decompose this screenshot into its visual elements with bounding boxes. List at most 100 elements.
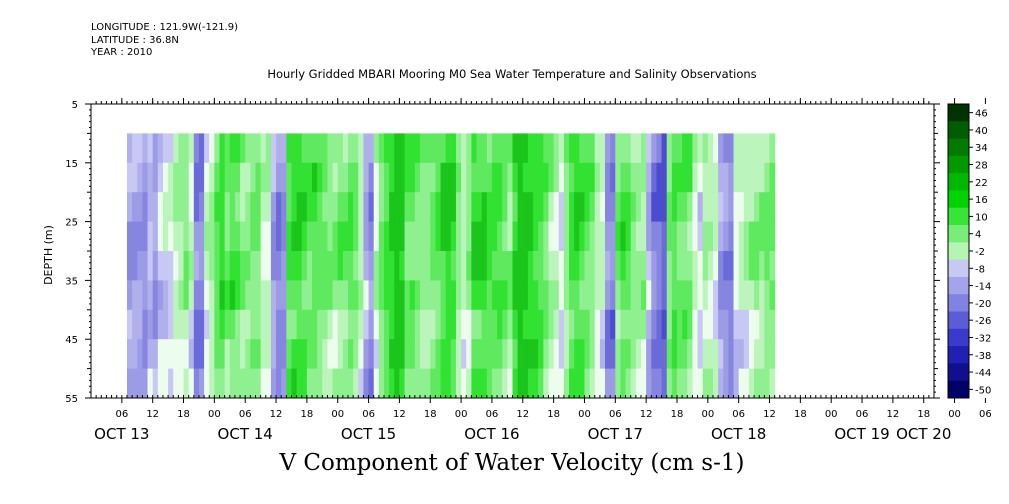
heatmap-cell xyxy=(425,133,431,164)
heatmap-cell xyxy=(522,309,529,340)
heatmap-cell xyxy=(219,368,226,398)
heatmap-cell xyxy=(425,368,431,398)
heatmap-cell xyxy=(250,133,257,164)
heatmap-cell xyxy=(538,133,544,164)
heatmap-cell xyxy=(209,339,215,370)
heatmap-cell xyxy=(533,221,539,252)
heatmap-cell xyxy=(450,251,457,281)
heatmap-cell xyxy=(651,133,658,164)
heatmap-cell xyxy=(635,280,642,311)
heatmap-cell xyxy=(589,251,596,281)
heatmap-cell xyxy=(348,221,354,252)
heatmap-cell xyxy=(445,162,452,193)
heatmap-cell xyxy=(250,221,257,252)
heatmap-cell xyxy=(414,192,421,223)
heatmap-cell xyxy=(193,309,200,340)
x-date-label: OCT 13 xyxy=(94,425,149,443)
heatmap-cell xyxy=(317,251,323,281)
heatmap-cell xyxy=(270,309,277,340)
heatmap-cell xyxy=(748,368,755,398)
heatmap-cell xyxy=(162,339,169,370)
heatmap-cell xyxy=(399,309,406,340)
heatmap-cell xyxy=(718,339,724,370)
heatmap-cell xyxy=(718,133,724,164)
heatmap-cell xyxy=(198,192,205,223)
heatmap-cell xyxy=(445,309,452,340)
heatmap-cell xyxy=(481,368,488,398)
heatmap-cell xyxy=(260,133,267,164)
heatmap-cell xyxy=(255,192,262,223)
heatmap-cell xyxy=(373,162,380,193)
heatmap-cell xyxy=(291,280,298,311)
heatmap-cell xyxy=(533,192,539,223)
heatmap-cell xyxy=(219,280,226,311)
heatmap-cell xyxy=(327,192,334,223)
heatmap-cell xyxy=(229,280,236,311)
heatmap-cell xyxy=(697,309,704,340)
heatmap-cell xyxy=(332,133,339,164)
heatmap-cell xyxy=(188,192,195,223)
heatmap-cell xyxy=(671,280,678,311)
heatmap-cell xyxy=(471,251,478,281)
heatmap-cell xyxy=(656,251,663,281)
colorbar-swatch xyxy=(948,173,969,191)
heatmap-cell xyxy=(389,133,395,164)
heatmap-cell xyxy=(522,192,529,223)
heatmap-cell xyxy=(697,221,704,252)
heatmap-cell xyxy=(635,133,642,164)
heatmap-cell xyxy=(363,162,370,193)
heatmap-cell xyxy=(188,280,195,311)
heatmap-cell xyxy=(419,133,426,164)
heatmap-cell xyxy=(435,133,442,164)
heatmap-cell xyxy=(445,251,452,281)
heatmap-cell xyxy=(533,309,539,340)
heatmap-cell xyxy=(332,192,339,223)
heatmap-cell xyxy=(759,133,765,164)
heatmap-cell xyxy=(574,192,580,223)
heatmap-cell xyxy=(455,251,462,281)
heatmap-cell xyxy=(224,368,231,398)
heatmap-cell xyxy=(656,309,663,340)
heatmap-cell xyxy=(358,339,365,370)
heatmap-cell xyxy=(430,133,436,164)
heatmap-cell xyxy=(476,221,483,252)
heatmap-cell xyxy=(245,339,251,370)
heatmap-cell xyxy=(296,162,303,193)
heatmap-cell xyxy=(718,251,724,281)
heatmap-cell xyxy=(276,339,282,370)
heatmap-cell xyxy=(286,368,293,398)
heatmap-cell xyxy=(337,133,344,164)
heatmap-cell xyxy=(563,221,570,252)
heatmap-cell xyxy=(563,309,570,340)
heatmap-cell xyxy=(255,251,262,281)
heatmap-cell xyxy=(255,309,262,340)
heatmap-cell xyxy=(579,192,586,223)
heatmap-cell xyxy=(512,133,519,164)
heatmap-cell xyxy=(635,368,642,398)
heatmap-cell xyxy=(620,280,627,311)
heatmap-cell xyxy=(383,162,390,193)
heatmap-cell xyxy=(697,192,704,223)
heatmap-cell xyxy=(312,368,318,398)
heatmap-cell xyxy=(507,133,514,164)
heatmap-cell xyxy=(204,339,210,370)
heatmap-cell xyxy=(728,339,735,370)
heatmap-cell xyxy=(651,162,658,193)
heatmap-cell xyxy=(306,368,313,398)
heatmap-cell xyxy=(240,280,246,311)
heatmap-cell xyxy=(157,309,164,340)
heatmap-cell xyxy=(692,280,699,311)
heatmap-cell xyxy=(641,162,647,193)
heatmap-cell xyxy=(214,280,221,311)
heatmap-cell xyxy=(296,309,303,340)
heatmap-cell xyxy=(383,221,390,252)
heatmap-cell xyxy=(419,368,426,398)
heatmap-cell xyxy=(440,251,447,281)
heatmap-cell xyxy=(399,368,406,398)
heatmap-cell xyxy=(615,280,622,311)
heatmap-cell xyxy=(702,162,709,193)
heatmap-cell xyxy=(317,192,323,223)
heatmap-cell xyxy=(723,221,729,252)
heatmap-cell xyxy=(312,309,318,340)
